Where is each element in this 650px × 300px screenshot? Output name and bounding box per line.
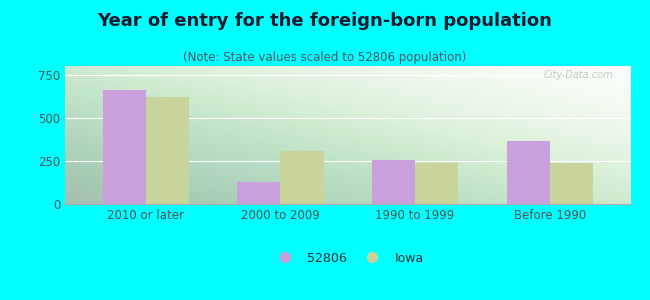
Bar	[506, 141, 550, 204]
Bar	[372, 160, 415, 204]
Bar	[280, 151, 324, 204]
Legend: 52806, Iowa: 52806, Iowa	[267, 247, 428, 269]
Bar	[237, 182, 280, 204]
Bar	[146, 97, 189, 204]
Text: City-Data.com: City-Data.com	[544, 70, 614, 80]
Bar	[103, 90, 146, 204]
Text: Year of entry for the foreign-born population: Year of entry for the foreign-born popul…	[98, 12, 552, 30]
Bar	[415, 163, 458, 204]
Text: (Note: State values scaled to 52806 population): (Note: State values scaled to 52806 popu…	[183, 51, 467, 64]
Bar	[550, 163, 593, 204]
